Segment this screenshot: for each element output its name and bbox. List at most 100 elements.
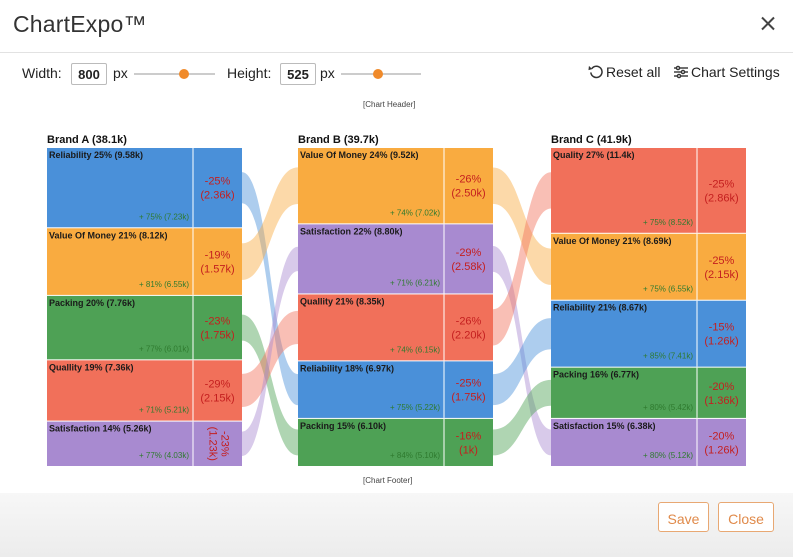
node-gain: + 75% (7.23k) bbox=[139, 212, 189, 221]
height-slider-handle[interactable] bbox=[373, 69, 383, 79]
node-label: Quallity 19% (7.36k) bbox=[49, 362, 134, 372]
node-label: Satisfaction 22% (8.80k) bbox=[300, 226, 403, 236]
sankey-node[interactable]: Quallity 19% (7.36k) + 71% (5.21k) -29% (2.… bbox=[47, 360, 242, 421]
sankey-node[interactable]: Quallity 21% (8.35k) + 74% (6.15k) -26% (2.… bbox=[298, 294, 493, 361]
node-loss-value: (1.36k) bbox=[704, 395, 738, 407]
node-bar bbox=[551, 367, 746, 418]
node-loss-value: (1.57k) bbox=[200, 264, 234, 276]
dialog-title-bar: ChartExpo™ bbox=[0, 0, 793, 52]
node-gain: + 77% (4.03k) bbox=[139, 451, 189, 460]
node-label: Value Of Money 21% (8.69k) bbox=[553, 236, 672, 246]
node-label: Value Of Money 21% (8.12k) bbox=[49, 230, 168, 240]
node-loss-percent: -23% bbox=[219, 431, 231, 457]
sankey-node[interactable]: Value Of Money 21% (8.69k) + 75% (6.55k) -… bbox=[551, 233, 746, 300]
node-label: Value Of Money 24% (9.52k) bbox=[300, 150, 419, 160]
node-loss-value: (2.20k) bbox=[451, 329, 485, 341]
sankey-node[interactable]: Reliability 25% (9.58k) + 75% (7.23k) -25%… bbox=[47, 148, 242, 228]
node-loss-percent: -20% bbox=[709, 430, 735, 442]
node-bar bbox=[47, 228, 242, 295]
node-gain: + 74% (6.15k) bbox=[390, 345, 440, 354]
width-label: Width: bbox=[22, 65, 62, 81]
sankey-link bbox=[242, 172, 298, 406]
sankey-link bbox=[493, 245, 551, 456]
node-loss-percent: -25% bbox=[456, 378, 482, 390]
node-bar bbox=[298, 224, 493, 294]
node-gain: + 71% (6.21k) bbox=[390, 278, 440, 287]
node-gain: + 75% (6.55k) bbox=[643, 285, 693, 294]
node-gain: + 80% (5.12k) bbox=[643, 451, 693, 460]
title-separator bbox=[0, 52, 793, 53]
reset-all-button[interactable]: Reset all bbox=[588, 64, 660, 82]
node-bar bbox=[47, 295, 242, 360]
node-loss-percent: -16% bbox=[456, 430, 482, 442]
node-gain: + 77% (6.01k) bbox=[139, 344, 189, 353]
node-label: Reliability 21% (8.67k) bbox=[553, 303, 647, 313]
node-label: Packing 16% (6.77k) bbox=[553, 370, 639, 380]
node-label: Reliability 25% (9.58k) bbox=[49, 150, 143, 160]
width-slider-handle[interactable] bbox=[179, 69, 189, 79]
node-loss-value: (1.26k) bbox=[704, 444, 738, 456]
node-gain: + 85% (7.41k) bbox=[643, 352, 693, 361]
node-bar bbox=[47, 421, 242, 466]
column-title: Brand C (41.9k) bbox=[551, 134, 632, 146]
node-loss-value: (1k) bbox=[459, 444, 478, 456]
node-loss-value: (2.15k) bbox=[200, 392, 234, 404]
node-loss-percent: -19% bbox=[205, 250, 231, 262]
node-bar bbox=[551, 233, 746, 300]
chart-settings-label: Chart Settings bbox=[691, 64, 780, 80]
sankey-link bbox=[493, 172, 551, 346]
reset-icon bbox=[588, 64, 604, 82]
column-title: Brand B (39.7k) bbox=[298, 134, 379, 146]
sankey-link bbox=[242, 167, 298, 280]
node-loss-percent: -25% bbox=[709, 255, 735, 267]
save-button[interactable]: Save bbox=[658, 502, 709, 532]
node-loss-percent: -15% bbox=[709, 322, 735, 334]
links-layer bbox=[242, 167, 551, 457]
sankey-node[interactable]: Satisfaction 22% (8.80k) + 71% (6.21k) -29… bbox=[298, 224, 493, 294]
node-label: Satisfaction 14% (5.26k) bbox=[49, 424, 152, 434]
node-gain: + 74% (7.02k) bbox=[390, 208, 440, 217]
sankey-node[interactable]: Packing 16% (6.77k) + 80% (5.42k) -20% (1.3… bbox=[551, 367, 746, 418]
node-bar bbox=[298, 418, 493, 466]
node-bar bbox=[551, 418, 746, 466]
app-title: ChartExpo™ bbox=[13, 11, 147, 37]
width-unit: px bbox=[113, 65, 128, 81]
sankey-link bbox=[493, 318, 551, 406]
sankey-node[interactable]: Value Of Money 24% (9.52k) + 74% (7.02k) -… bbox=[298, 148, 493, 224]
width-input[interactable] bbox=[71, 63, 107, 85]
node-loss-value: (1.26k) bbox=[704, 336, 738, 348]
node-bar bbox=[298, 294, 493, 361]
height-input[interactable] bbox=[280, 63, 316, 85]
sankey-node[interactable]: Packing 20% (7.76k) + 77% (6.01k) -23% (1.7… bbox=[47, 295, 242, 360]
sankey-node[interactable]: Satisfaction 15% (6.38k) + 80% (5.12k) -20… bbox=[551, 418, 746, 466]
node-gain: + 80% (5.42k) bbox=[643, 403, 693, 412]
chart-settings-button[interactable]: Chart Settings bbox=[673, 64, 780, 82]
sankey-node[interactable]: Value Of Money 21% (8.12k) + 81% (6.55k) -… bbox=[47, 228, 242, 295]
sankey-link bbox=[242, 314, 298, 456]
node-label: Reliability 18% (6.97k) bbox=[300, 363, 394, 373]
settings-sliders-icon bbox=[673, 65, 689, 82]
sankey-node[interactable]: Reliability 18% (6.97k) + 75% (5.22k) -25%… bbox=[298, 361, 493, 418]
height-unit: px bbox=[320, 65, 335, 81]
node-loss-value: (1.75k) bbox=[451, 392, 485, 404]
sankey-node[interactable]: Quality 27% (11.4k) + 75% (8.52k) -25% (2.8… bbox=[551, 148, 746, 233]
node-label: Satisfaction 15% (6.38k) bbox=[553, 421, 656, 431]
height-label: Height: bbox=[227, 65, 272, 81]
node-bar bbox=[47, 360, 242, 421]
node-label: Quality 27% (11.4k) bbox=[553, 150, 635, 160]
reset-all-label: Reset all bbox=[606, 64, 661, 80]
node-loss-value: (1.23k) bbox=[207, 427, 219, 461]
sankey-node[interactable]: Satisfaction 14% (5.26k) + 77% (4.03k) -23… bbox=[47, 421, 242, 466]
sankey-link bbox=[242, 310, 298, 408]
node-gain: + 75% (8.52k) bbox=[643, 218, 693, 227]
node-loss-value: (2.36k) bbox=[200, 190, 234, 202]
width-slider[interactable] bbox=[134, 69, 215, 79]
node-bar bbox=[298, 361, 493, 418]
sankey-node[interactable]: Packing 15% (6.10k) + 84% (5.10k) -16% (1k) bbox=[298, 418, 493, 466]
node-loss-percent: -20% bbox=[709, 381, 735, 393]
close-button[interactable]: Close bbox=[718, 502, 774, 532]
sankey-node[interactable]: Reliability 21% (8.67k) + 85% (7.41k) -15%… bbox=[551, 300, 746, 367]
node-bar bbox=[551, 300, 746, 367]
node-loss-value: (2.15k) bbox=[704, 269, 738, 281]
height-slider[interactable] bbox=[341, 69, 421, 79]
